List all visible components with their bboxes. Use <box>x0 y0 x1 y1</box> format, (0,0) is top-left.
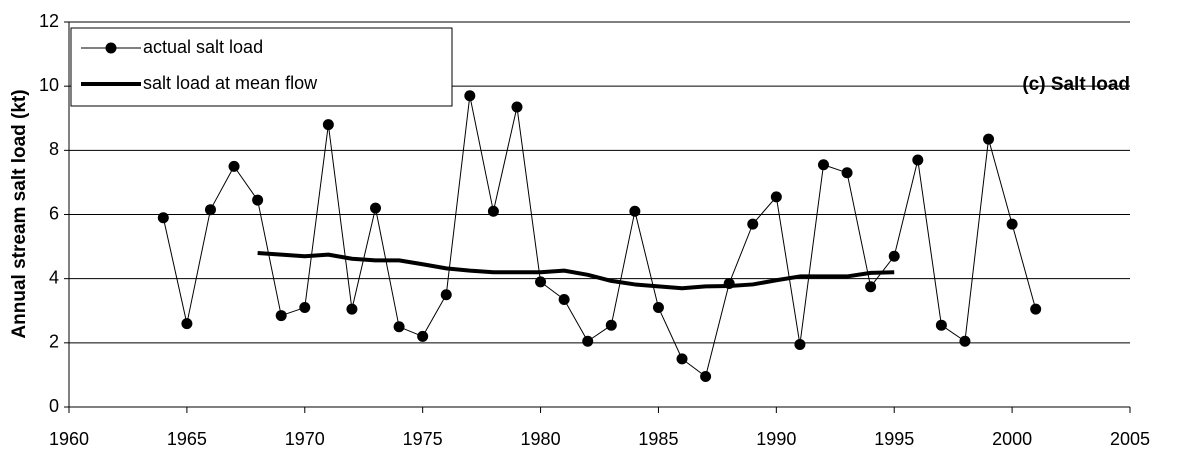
series-line <box>257 251 895 291</box>
x-tick-label: 1980 <box>521 429 561 449</box>
x-tick-label: 2005 <box>1110 429 1150 449</box>
point <box>228 160 240 172</box>
legend-label: salt load at mean flow <box>143 73 318 93</box>
point <box>629 205 641 217</box>
point <box>888 250 900 262</box>
point <box>299 302 311 314</box>
x-tick-label: 1995 <box>874 429 914 449</box>
point <box>582 335 594 347</box>
point <box>440 289 452 301</box>
point <box>865 281 877 293</box>
point <box>487 205 499 217</box>
point <box>912 154 924 166</box>
x-tick-label: 1970 <box>285 429 325 449</box>
point <box>393 321 405 333</box>
point <box>417 330 429 342</box>
point <box>157 212 169 224</box>
point <box>346 303 358 315</box>
point <box>983 133 995 145</box>
point <box>605 319 617 331</box>
legend-marker <box>105 42 117 54</box>
point <box>464 90 476 102</box>
point <box>935 319 947 331</box>
x-tick-label: 1960 <box>49 429 89 449</box>
x-tick-label: 2000 <box>992 429 1032 449</box>
y-tick-label: 10 <box>39 75 59 95</box>
x-tick-label: 1985 <box>638 429 678 449</box>
x-tick-label: 1975 <box>403 429 443 449</box>
point <box>558 294 570 306</box>
point <box>181 318 193 330</box>
y-tick-label: 2 <box>49 332 59 352</box>
point <box>676 353 688 365</box>
point <box>275 310 287 322</box>
x-tick-label: 1990 <box>756 429 796 449</box>
point <box>817 159 829 171</box>
legend-label: actual salt load <box>143 37 263 57</box>
point <box>370 202 382 214</box>
point <box>747 218 759 230</box>
y-axis-label: Annual stream salt load (kt) <box>9 89 30 338</box>
point <box>511 101 523 113</box>
y-tick-label: 8 <box>49 139 59 159</box>
legend-box <box>70 27 453 107</box>
point <box>700 371 712 383</box>
point <box>959 335 971 347</box>
point <box>652 302 664 314</box>
point <box>794 338 806 350</box>
point <box>204 204 216 216</box>
point <box>252 194 264 206</box>
point <box>1030 303 1042 315</box>
x-tick-label: 1965 <box>167 429 207 449</box>
point <box>1006 218 1018 230</box>
point <box>841 167 853 179</box>
annotation: (c) Salt load <box>1022 74 1130 95</box>
y-tick-label: 6 <box>49 203 59 223</box>
y-tick-label: 0 <box>49 396 59 416</box>
point <box>322 119 334 131</box>
point <box>770 191 782 203</box>
y-tick-label: 4 <box>49 267 59 287</box>
point <box>535 276 547 288</box>
y-tick-label: 12 <box>39 11 59 31</box>
series-line <box>162 95 1037 378</box>
